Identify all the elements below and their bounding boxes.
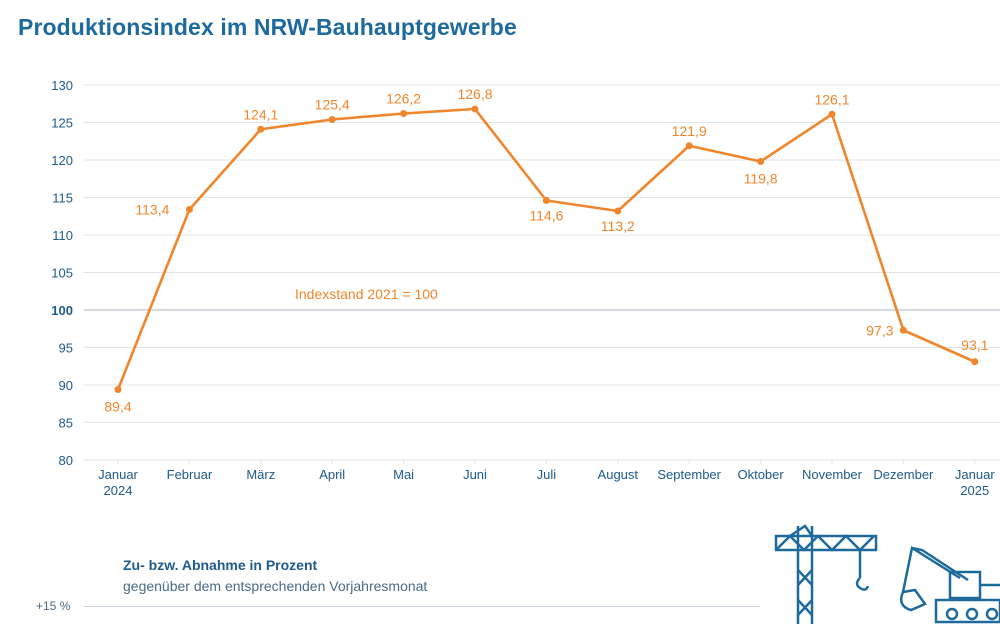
data-point — [257, 125, 265, 133]
data-label: 124,1 — [243, 106, 278, 122]
y-tick-label: 120 — [51, 153, 73, 168]
change-chart-heading: Zu- bzw. Abnahme in Prozent — [123, 557, 318, 573]
data-point — [114, 386, 122, 393]
y-tick-label: 125 — [51, 116, 73, 131]
data-label: 125,4 — [315, 97, 350, 113]
change-chart-gridline — [84, 606, 760, 607]
y-tick-label: 100 — [51, 303, 73, 318]
data-label: 119,8 — [744, 171, 778, 187]
data-point — [328, 116, 336, 123]
data-label: 93,1 — [961, 337, 988, 353]
y-tick-label: 95 — [59, 341, 73, 356]
x-tick-label: April — [319, 467, 345, 482]
data-point — [899, 326, 907, 334]
x-tick-label: September — [657, 467, 721, 482]
x-tick-label: November — [802, 467, 863, 482]
data-point — [828, 110, 836, 118]
y-tick-label: 105 — [51, 266, 73, 281]
data-label: 113,2 — [601, 218, 635, 234]
data-point — [185, 206, 193, 213]
y-tick-label: 85 — [59, 416, 73, 431]
crane-icon — [774, 524, 878, 624]
data-label: 89,4 — [104, 399, 131, 415]
y-tick-label: 90 — [59, 378, 73, 393]
data-label: 126,1 — [814, 91, 849, 107]
data-point — [685, 142, 693, 150]
data-point — [400, 110, 408, 117]
y-tick-label: 115 — [52, 191, 73, 206]
index-annotation: Indexstand 2021 = 100 — [295, 286, 438, 302]
data-label: 97,3 — [866, 322, 893, 338]
x-tick-label: Januar 2025 — [955, 467, 995, 498]
data-label: 114,6 — [529, 208, 563, 224]
change-chart-tick-label: +15 % — [36, 599, 71, 613]
y-tick-label: 80 — [59, 453, 73, 468]
excavator-icon — [900, 545, 1000, 624]
data-label: 126,8 — [457, 86, 492, 102]
data-label: 121,9 — [672, 123, 707, 139]
x-tick-label: Dezember — [873, 467, 934, 482]
x-tick-label: Februar — [167, 467, 213, 482]
data-point — [614, 207, 622, 215]
y-tick-label: 130 — [51, 78, 73, 93]
page-title: Produktionsindex im NRW-Bauhauptgewerbe — [18, 14, 517, 40]
data-label: 126,2 — [386, 91, 421, 107]
data-point — [757, 158, 765, 165]
data-point — [542, 197, 550, 204]
x-tick-label: August — [598, 467, 639, 482]
change-chart-subheading: gegenüber dem entsprechenden Vorjahresmo… — [123, 578, 428, 594]
y-tick-label: 110 — [52, 228, 73, 243]
x-tick-label: Januar 2024 — [98, 467, 138, 498]
x-tick-label: Juli — [537, 467, 557, 482]
data-label: 113,4 — [135, 202, 169, 218]
data-point — [971, 358, 979, 366]
x-tick-label: Mai — [393, 467, 414, 482]
x-tick-label: Juni — [463, 467, 487, 482]
x-tick-label: Oktober — [737, 467, 784, 482]
data-point — [471, 105, 479, 113]
x-tick-label: März — [246, 467, 275, 482]
